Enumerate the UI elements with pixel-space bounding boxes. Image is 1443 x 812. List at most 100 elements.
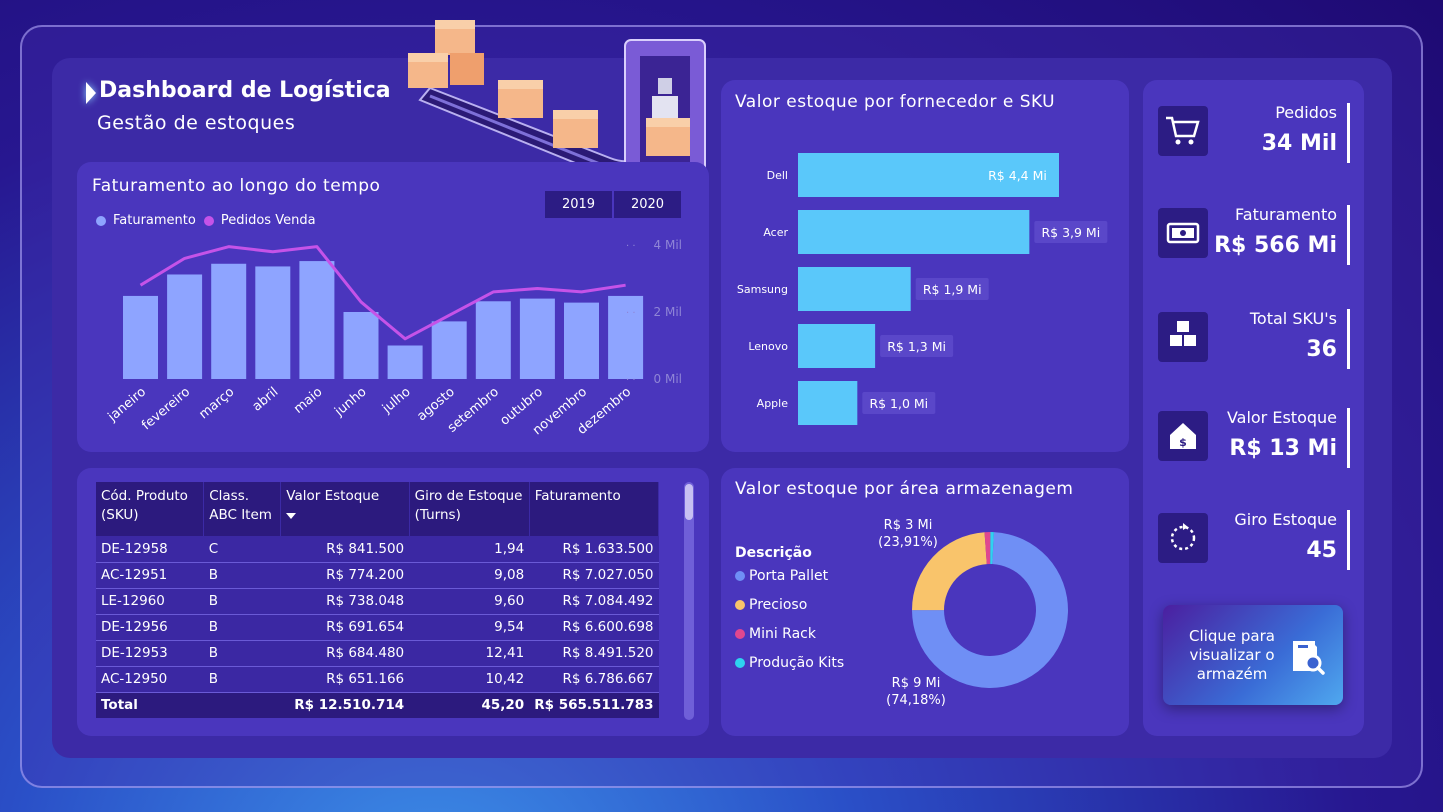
x-tick-label: março: [196, 385, 237, 423]
donut-label-top: R$ 3 Mi (23,91%): [878, 518, 938, 550]
legend-item: Mini Rack: [735, 626, 816, 642]
data-label-background: [981, 164, 1054, 186]
kpi-divider: [1347, 510, 1350, 570]
supplier-bar: [798, 210, 1030, 254]
revenue-chart: 0 Mil· ·2 Mil· ·4 Mil· ·janeirofevereiro…: [105, 238, 682, 438]
kpi-divider: [1347, 103, 1350, 163]
table-row[interactable]: AC-12951 B R$ 774.200 9,08 R$ 7.027.050: [96, 562, 659, 589]
cell-valor: R$ 774.200: [280, 562, 410, 589]
cell-abc: B: [203, 614, 281, 641]
table-row[interactable]: DE-12953 B R$ 684.480 12,41 R$ 8.491.520: [96, 640, 659, 667]
legend-dot: [735, 629, 745, 639]
kpi-card-2: Total SKU's 36: [1158, 309, 1350, 371]
legend-dot: [735, 571, 745, 581]
cell-abc: B: [203, 640, 281, 667]
area-donut-chart: [912, 532, 1068, 688]
donut-label-bottom: R$ 9 Mi (74,18%): [886, 676, 946, 708]
legend-item: Porta Pallet: [735, 568, 828, 584]
cell-abc: B: [203, 588, 281, 615]
pedidos-line: [139, 245, 626, 341]
col-header-valor[interactable]: Valor Estoque: [280, 482, 410, 536]
revenue-bar: [343, 312, 379, 379]
legend-dot: [735, 600, 745, 610]
revenue-bar: [255, 266, 291, 379]
supplier-chart-title: Valor estoque por fornecedor e SKU: [735, 92, 1056, 112]
table-row[interactable]: AC-12950 B R$ 651.166 10,42 R$ 6.786.667: [96, 666, 659, 693]
year-2019-button[interactable]: 2019: [545, 191, 612, 218]
table-scrollbar[interactable]: [684, 482, 694, 720]
table-row[interactable]: DE-12958 C R$ 841.500 1,94 R$ 1.633.500: [96, 536, 659, 563]
cart-icon: [1158, 106, 1208, 156]
x-tick-label: maio: [291, 385, 325, 417]
page-subtitle: Gestão de estoques: [97, 112, 296, 134]
cell-fat: R$ 8.491.520: [529, 640, 659, 667]
sort-desc-icon: [286, 513, 297, 519]
refresh-icon: [1158, 513, 1208, 563]
view-warehouse-button[interactable]: Clique para visualizar o armazém: [1163, 605, 1343, 705]
cell-giro: 9,60: [409, 588, 530, 615]
y-tick-label: 0 Mil: [654, 372, 682, 386]
kpi-card-4: Giro Estoque 45: [1158, 510, 1350, 572]
revenue-bar: [519, 298, 555, 379]
legend-label: Precioso: [749, 597, 808, 613]
revenue-bar: [211, 263, 247, 379]
y-tick-mark: · ·: [626, 241, 636, 252]
cell-fat: R$ 6.600.698: [529, 614, 659, 641]
supplier-data-label: R$ 1,3 Mi: [887, 339, 946, 354]
legend-label-faturamento: Faturamento: [113, 213, 196, 228]
cell-sku: DE-12958: [96, 536, 204, 563]
table-row[interactable]: DE-12956 B R$ 691.654 9,54 R$ 6.600.698: [96, 614, 659, 641]
donut-slice: [984, 532, 991, 565]
revenue-bar: [608, 295, 644, 379]
area-chart-title: Valor estoque por área armazenagem: [735, 479, 1074, 499]
revenue-bar: [167, 274, 203, 379]
supplier-category-label: Dell: [767, 169, 788, 182]
kpi-divider: [1347, 205, 1350, 265]
year-2020-button[interactable]: 2020: [614, 191, 681, 218]
col-header-giro[interactable]: Giro de Estoque (Turns): [409, 482, 530, 536]
total-cell-fat: R$ 565.511.783: [529, 692, 659, 718]
cell-abc: B: [203, 666, 281, 693]
cell-sku: AC-12950: [96, 666, 204, 693]
total-cell-valor: R$ 12.510.714: [280, 692, 410, 718]
kpi-card-0: Pedidos 34 Mil: [1158, 103, 1350, 165]
supplier-category-label: Apple: [757, 397, 789, 410]
document-search-icon: [1293, 641, 1325, 675]
col-header-faturamento[interactable]: Faturamento: [529, 482, 660, 536]
col-header-sku[interactable]: Cód. Produto (SKU): [96, 482, 205, 536]
scrollbar-thumb[interactable]: [685, 484, 693, 520]
cell-giro: 10,42: [409, 666, 530, 693]
svg-text:$: $: [1179, 436, 1187, 449]
cell-abc: B: [203, 562, 281, 589]
x-tick-label: junho: [331, 385, 369, 420]
legend-item: Precioso: [735, 597, 807, 613]
page-title: Dashboard de Logística: [99, 78, 391, 103]
col-header-abc[interactable]: Class. ABC Item: [203, 482, 282, 536]
x-tick-label: fevereiro: [139, 385, 193, 434]
cell-sku: AC-12951: [96, 562, 204, 589]
cell-valor: R$ 841.500: [280, 536, 410, 563]
table-row[interactable]: LE-12960 B R$ 738.048 9,60 R$ 7.084.492: [96, 588, 659, 615]
supplier-category-label: Lenovo: [748, 340, 788, 353]
total-cell-label: Total: [96, 692, 204, 718]
legend-dot: [735, 658, 745, 668]
legend-dot-faturamento: [96, 215, 106, 226]
supplier-data-label: R$ 1,9 Mi: [923, 282, 982, 297]
revenue-bar: [299, 261, 335, 379]
view-warehouse-label: Clique para visualizar o armazém: [1189, 627, 1275, 683]
sku-table: Cód. Produto (SKU) Class. ABC Item Valor…: [96, 482, 660, 718]
legend-dot-pedidos: [203, 215, 214, 226]
cell-valor: R$ 684.480: [280, 640, 410, 667]
kpi-label: Giro Estoque: [1234, 510, 1337, 529]
title-arrow-icon: [86, 82, 96, 104]
supplier-category-label: Acer: [763, 226, 788, 239]
cell-fat: R$ 1.633.500: [529, 536, 659, 563]
donut-slice: [912, 532, 1068, 688]
donut-slice: [912, 532, 987, 611]
cell-fat: R$ 7.084.492: [529, 588, 659, 615]
cell-valor: R$ 691.654: [280, 614, 410, 641]
cell-valor: R$ 738.048: [280, 588, 410, 615]
kpi-label: Total SKU's: [1249, 309, 1337, 328]
data-label-background: [1034, 221, 1108, 243]
total-cell-abc: [203, 692, 281, 718]
